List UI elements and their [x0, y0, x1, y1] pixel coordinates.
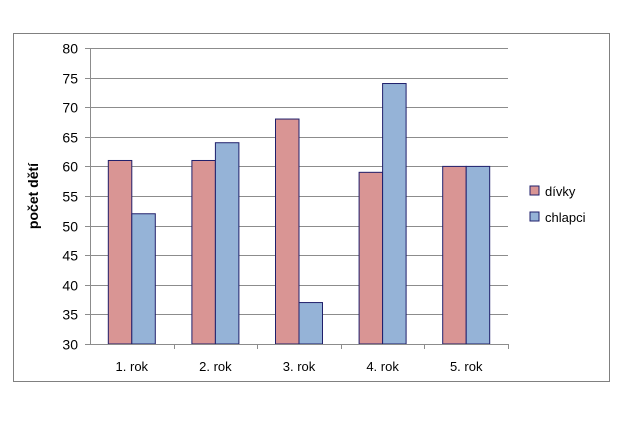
bar-boys — [298, 302, 323, 345]
y-tick-label: 45 — [62, 248, 78, 264]
y-tick-label: 30 — [62, 337, 78, 353]
y-tick-label: 35 — [62, 307, 78, 323]
bar-boys — [214, 142, 240, 345]
y-tick-labels: 30 35 40 45 50 55 60 65 70 75 80 — [62, 41, 78, 353]
legend-swatch — [529, 185, 540, 196]
y-tick-label: 50 — [62, 219, 78, 235]
legend-swatch — [529, 211, 540, 222]
bars — [107, 83, 491, 345]
legend-label: dívky — [545, 184, 576, 199]
x-tick-label: 2. rok — [199, 359, 232, 374]
y-tick-label: 65 — [62, 130, 78, 146]
y-tick-label: 75 — [62, 71, 78, 87]
y-tick-label: 55 — [62, 189, 78, 205]
bar-boys — [465, 165, 491, 345]
x-tick-labels: 1. rok 2. rok 3. rok 4. rok 5. rok — [116, 359, 483, 374]
y-tick-label: 70 — [62, 100, 78, 116]
bar-girls — [358, 171, 384, 345]
legend-label: chlapci — [545, 210, 586, 225]
x-tick-label: 5. rok — [450, 359, 483, 374]
y-tick-label: 80 — [62, 41, 78, 57]
bar-girls — [191, 159, 216, 345]
y-axis-label: počet dětí — [25, 162, 41, 229]
bar-boys — [382, 83, 407, 345]
x-tick-label: 1. rok — [116, 359, 149, 374]
y-tick-label: 40 — [62, 278, 78, 294]
bar-girls — [442, 165, 467, 345]
axes — [85, 48, 509, 349]
bar-girls — [107, 159, 133, 345]
bar-girls — [275, 118, 300, 345]
x-tick-label: 4. rok — [366, 359, 399, 374]
y-tick-label: 60 — [62, 159, 78, 175]
legend: dívky chlapci — [529, 184, 586, 225]
bar-boys — [131, 213, 156, 345]
x-tick-label: 3. rok — [283, 359, 316, 374]
